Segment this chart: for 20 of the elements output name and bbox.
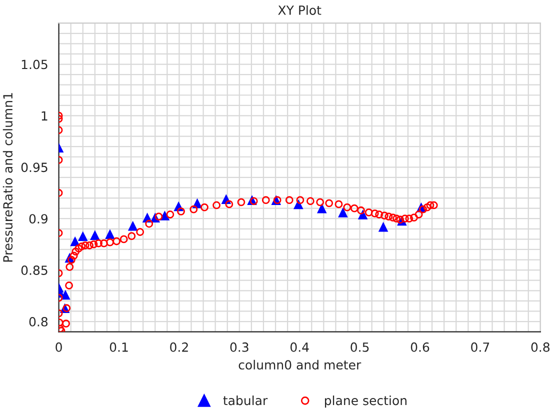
x-tick-label: 0.1 [110, 342, 128, 352]
x-tick-label: 0.3 [230, 342, 248, 352]
chart-title: XY Plot [278, 5, 322, 15]
y-tick-label: 0.85 [21, 266, 48, 275]
legend-label: plane section [324, 396, 406, 408]
y-tick-label: 0.8 [29, 316, 48, 326]
x-tick-label: 0.7 [471, 342, 490, 352]
y-tick-label: 0.95 [21, 162, 48, 172]
legend-label: tabular [223, 396, 268, 406]
x-axis-title: column0 and meter [238, 360, 362, 370]
x-tick-label: 0 [56, 342, 62, 352]
x-tick-label: 0.5 [350, 342, 369, 352]
y-axis-title: PressureRatio and column1 [2, 93, 13, 262]
x-tick-label: 0.2 [170, 342, 188, 352]
y-tick-label: 1 [42, 111, 48, 120]
x-tick-label: 0.8 [531, 342, 550, 352]
x-tick-label: 0.4 [290, 342, 309, 352]
y-tick-label: 1.05 [22, 60, 48, 70]
y-tick-label: 0.9 [29, 214, 48, 224]
x-tick-label: 0.6 [410, 342, 430, 352]
